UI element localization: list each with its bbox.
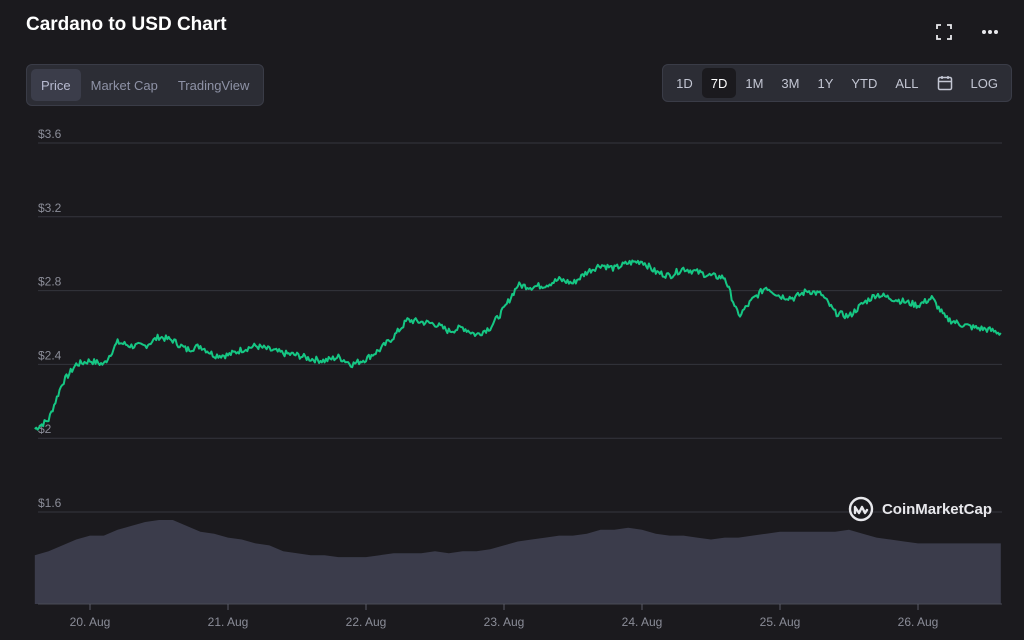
calendar-button[interactable] (928, 68, 962, 98)
chart-toolbar-icons (934, 22, 1000, 42)
coinmarketcap-logo-icon (848, 496, 874, 522)
tab-price[interactable]: Price (31, 69, 81, 101)
range-1y-button[interactable]: 1Y (817, 75, 834, 91)
view-tabs: Price Market Cap TradingView (26, 64, 265, 106)
y-tick-label: $1.6 (38, 496, 62, 510)
price-line (34, 259, 1002, 431)
brand-watermark: CoinMarketCap (848, 496, 992, 522)
tab-tradingview[interactable]: TradingView (177, 77, 250, 93)
x-tick-label: 26. Aug (898, 615, 939, 629)
x-tick-label: 21. Aug (208, 615, 249, 629)
range-all-button[interactable]: ALL (895, 75, 919, 91)
tab-market-cap[interactable]: Market Cap (90, 77, 158, 93)
x-tick-label: 22. Aug (346, 615, 387, 629)
log-scale-button[interactable]: LOG (970, 75, 998, 91)
x-tick-label: 24. Aug (622, 615, 663, 629)
x-tick-label: 25. Aug (760, 615, 801, 629)
range-3m-button[interactable]: 3M (781, 75, 800, 91)
more-options-icon[interactable] (980, 22, 1000, 42)
range-1d-button[interactable]: 1D (676, 75, 693, 91)
volume-area (34, 520, 1001, 604)
calendar-icon (937, 76, 952, 91)
y-tick-label: $2 (38, 422, 52, 436)
x-tick-label: 23. Aug (484, 615, 525, 629)
x-tick-label: 20. Aug (70, 615, 111, 629)
range-7d-button[interactable]: 7D (701, 68, 737, 98)
page-title: Cardano to USD Chart (26, 14, 227, 35)
range-1m-button[interactable]: 1M (745, 75, 764, 91)
y-tick-label: $3.6 (38, 127, 62, 141)
fullscreen-icon[interactable] (934, 22, 954, 42)
brand-text: CoinMarketCap (881, 500, 992, 518)
y-tick-label: $2.4 (38, 348, 62, 362)
y-tick-label: $3.2 (38, 201, 62, 215)
range-ytd-button[interactable]: YTD (851, 75, 878, 91)
range-tabs: 1D 7D 1M 3M 1Y YTD ALL LOG (662, 64, 1012, 102)
y-tick-label: $2.8 (38, 275, 62, 289)
